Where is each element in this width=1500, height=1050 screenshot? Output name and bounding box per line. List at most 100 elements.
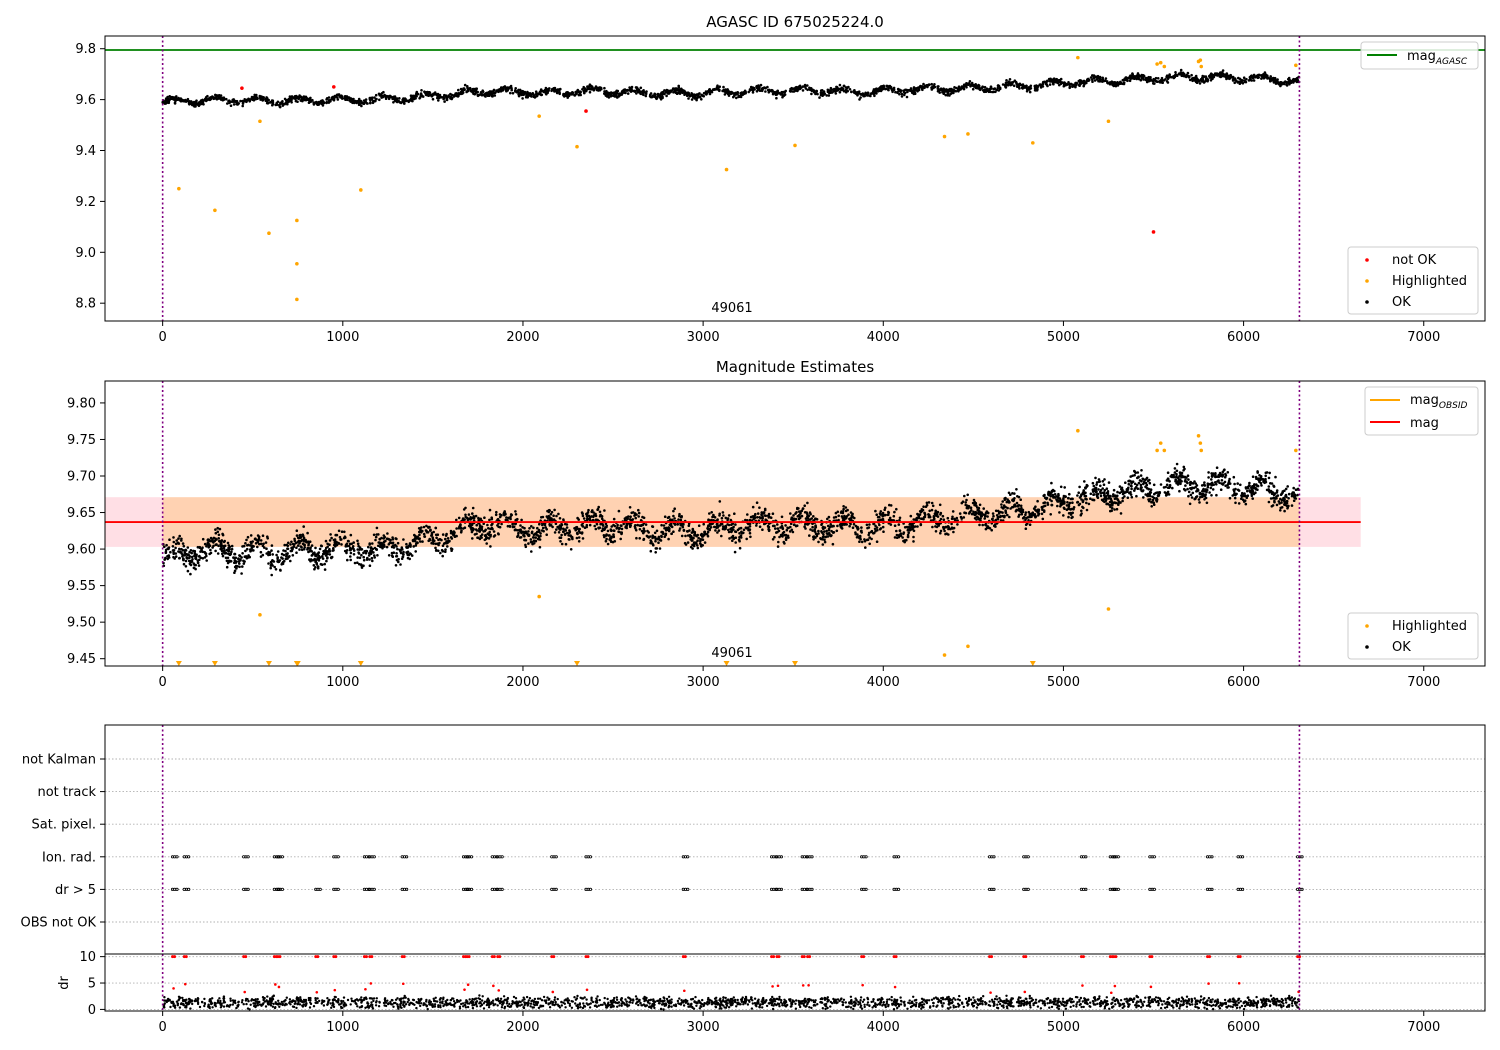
ok-point — [594, 514, 598, 518]
ok-point — [486, 523, 489, 527]
ok-point — [1041, 82, 1045, 86]
ok-point — [481, 89, 485, 92]
ok-point — [1224, 484, 1227, 488]
ok-point — [881, 525, 885, 529]
ok-point — [225, 559, 229, 563]
ok-point — [261, 553, 265, 557]
ok-point — [1166, 81, 1170, 84]
ok-point — [1085, 501, 1088, 505]
ok-point — [450, 547, 454, 551]
ok-point — [1287, 76, 1291, 80]
ok-point — [960, 517, 963, 520]
ok-point — [1019, 504, 1023, 508]
ok-point — [1105, 487, 1109, 491]
ok-point — [418, 97, 421, 100]
ok-point — [1099, 484, 1102, 488]
ok-point — [1084, 494, 1088, 498]
ok-point — [679, 518, 683, 522]
x-tick-label: 2000 — [506, 330, 539, 345]
ok-point — [864, 546, 867, 549]
highlighted-point — [942, 134, 947, 139]
ok-point — [962, 87, 965, 90]
ok-point — [975, 506, 979, 509]
ok-point — [1079, 513, 1083, 517]
ok-point — [814, 92, 817, 96]
ok-point — [255, 545, 259, 549]
ok-point — [312, 564, 316, 567]
ok-point — [169, 550, 172, 554]
ok-point — [620, 90, 624, 93]
ok-point — [653, 95, 657, 99]
ok-point — [900, 92, 904, 96]
ok-point — [1049, 513, 1052, 516]
ok-point — [1217, 475, 1221, 479]
ok-point — [1113, 508, 1116, 511]
ok-point — [185, 556, 188, 559]
ok-point — [666, 92, 670, 95]
ok-point — [1062, 497, 1065, 500]
ok-point — [1000, 503, 1003, 506]
ok-point — [271, 553, 275, 556]
ok-point — [756, 512, 760, 515]
ok-point — [1067, 512, 1071, 515]
highlighted-point — [177, 186, 181, 191]
ok-point — [665, 94, 668, 98]
ok-point — [920, 87, 924, 90]
ok-point — [838, 90, 842, 94]
ok-point — [868, 542, 871, 546]
ok-point — [1028, 523, 1032, 526]
ok-point — [928, 509, 931, 513]
ok-point — [1130, 484, 1133, 488]
ok-point — [1201, 78, 1205, 81]
ok-point — [895, 533, 899, 537]
ok-point — [605, 537, 608, 541]
ok-point — [1285, 81, 1288, 84]
ok-point — [842, 84, 846, 88]
ok-point — [356, 542, 360, 545]
ok-point — [958, 88, 961, 92]
ok-point — [324, 539, 328, 543]
ok-point — [1015, 488, 1018, 491]
ok-point — [1190, 73, 1193, 77]
middle-panel-title: Magnitude Estimates — [716, 358, 874, 376]
ok-point — [637, 515, 640, 518]
ok-point — [1082, 506, 1085, 510]
ok-point — [265, 101, 269, 105]
ok-point — [328, 553, 332, 556]
ok-point — [228, 100, 231, 103]
ok-point — [1240, 497, 1243, 501]
ok-point — [291, 554, 295, 557]
ok-point — [341, 97, 344, 100]
ok-point — [1209, 486, 1213, 490]
highlighted-point — [213, 208, 217, 213]
ok-point — [375, 548, 379, 551]
ok-point — [527, 530, 530, 533]
ok-point — [818, 96, 821, 99]
ok-point — [850, 90, 853, 94]
ok-point — [216, 552, 220, 555]
y-tick-label: 9.2 — [75, 195, 96, 210]
ok-point — [697, 524, 701, 527]
ok-point — [1273, 500, 1276, 504]
ok-point — [257, 535, 261, 539]
ok-point — [360, 104, 363, 108]
ok-point — [325, 98, 328, 101]
ok-point — [408, 98, 412, 102]
ok-point — [1238, 82, 1242, 85]
ok-point — [825, 529, 828, 533]
ok-point — [1215, 466, 1219, 470]
ok-point — [291, 542, 295, 546]
ok-point — [1245, 77, 1248, 81]
ok-point — [764, 90, 767, 93]
top-panel: AGASC ID 675025224.0 0 1000 2000 3000 4000 50… — [75, 13, 1486, 345]
ok-point — [1209, 76, 1213, 79]
ok-point — [1228, 477, 1231, 481]
ok-point — [200, 101, 204, 104]
ok-point — [828, 91, 832, 94]
ok-point — [566, 96, 569, 99]
top-legend-upper: magAGASC — [1360, 41, 1479, 70]
ok-point — [995, 88, 999, 92]
ok-point — [944, 93, 947, 97]
ok-point — [577, 93, 581, 97]
